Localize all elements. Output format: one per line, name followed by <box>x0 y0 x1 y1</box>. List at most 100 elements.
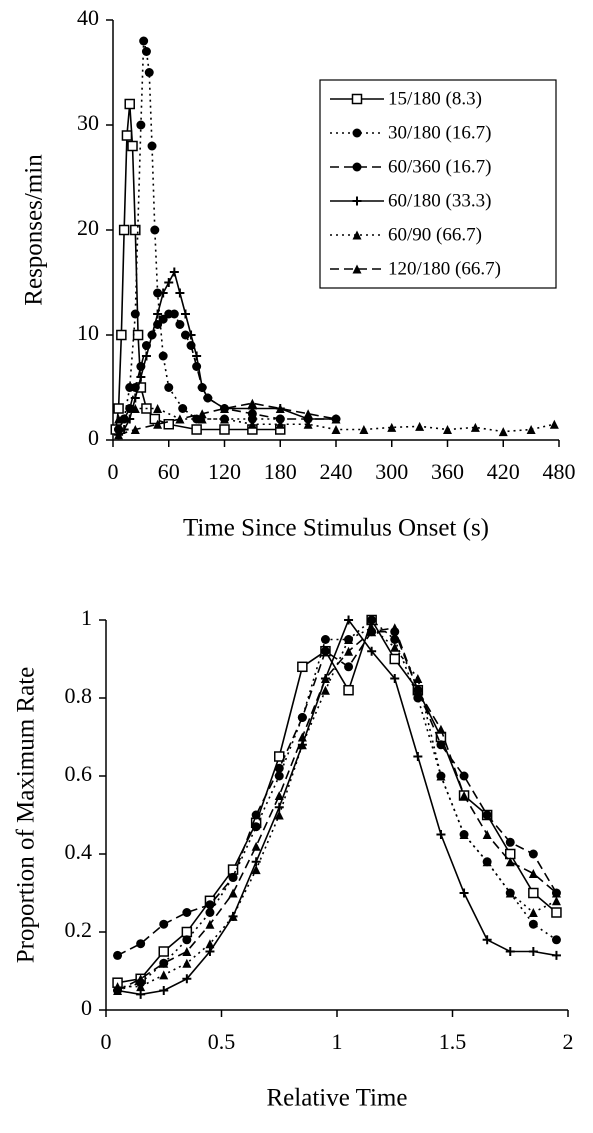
marker <box>470 422 480 432</box>
legend-marker <box>352 196 362 206</box>
marker <box>182 958 192 968</box>
legend-label: 60/90 (66.7) <box>388 224 482 245</box>
x-tick-label: 60 <box>158 459 180 484</box>
marker <box>113 950 123 960</box>
marker <box>274 791 284 800</box>
marker <box>205 900 215 910</box>
marker <box>526 425 536 434</box>
marker <box>528 919 538 929</box>
marker <box>459 888 469 898</box>
marker <box>320 635 330 644</box>
marker <box>159 958 169 968</box>
marker <box>113 403 124 414</box>
marker <box>181 926 193 938</box>
marker <box>443 425 452 434</box>
x-tick-label: 1 <box>332 1029 343 1054</box>
marker <box>247 419 257 429</box>
marker <box>228 911 238 921</box>
marker <box>147 141 157 151</box>
marker <box>159 986 169 995</box>
marker <box>505 837 515 847</box>
marker <box>197 414 207 424</box>
marker <box>505 888 515 898</box>
y-tick-label: 40 <box>77 5 99 30</box>
marker <box>203 393 213 403</box>
marker <box>482 857 492 867</box>
marker <box>114 430 124 440</box>
marker <box>180 309 190 319</box>
marker <box>159 919 169 929</box>
series-line <box>117 630 558 957</box>
marker <box>139 36 149 46</box>
series-line <box>118 269 336 436</box>
marker <box>459 830 469 839</box>
marker <box>124 98 135 110</box>
series-line <box>117 626 557 988</box>
x-tick-label: 2 <box>563 1029 574 1054</box>
marker <box>320 646 330 656</box>
marker <box>149 413 161 425</box>
x-tick-label: 480 <box>543 459 576 484</box>
marker <box>220 414 229 424</box>
marker <box>153 309 163 319</box>
legend-marker <box>352 162 362 172</box>
marker <box>528 849 538 859</box>
y-tick-label: 20 <box>77 215 99 240</box>
marker <box>205 947 215 956</box>
series-line <box>117 618 557 992</box>
x-tick-label: 360 <box>431 459 464 484</box>
legend-marker <box>352 264 362 274</box>
legend-label: 30/180 (16.7) <box>388 122 491 143</box>
marker <box>130 393 140 403</box>
marker <box>153 419 163 429</box>
marker <box>320 685 330 695</box>
series-line <box>117 626 557 992</box>
marker <box>144 68 154 77</box>
marker <box>197 409 207 419</box>
marker <box>331 414 341 424</box>
y-tick-label: 0 <box>88 425 99 450</box>
x-axis-label: Relative Time <box>267 1085 408 1112</box>
y-tick-label: 0.8 <box>65 683 93 708</box>
marker <box>390 623 400 633</box>
marker <box>175 414 185 424</box>
marker <box>164 383 174 392</box>
marker <box>169 267 179 277</box>
marker <box>297 732 307 742</box>
marker <box>136 939 146 949</box>
marker <box>205 919 215 929</box>
marker <box>116 329 127 341</box>
marker <box>220 404 229 413</box>
marker <box>182 935 192 945</box>
x-tick-label: 300 <box>375 459 408 484</box>
marker <box>153 404 163 413</box>
y-tick-label: 10 <box>77 320 99 345</box>
marker <box>303 409 313 419</box>
marker <box>175 288 185 298</box>
marker <box>344 635 354 644</box>
marker <box>390 635 400 644</box>
marker <box>367 646 377 656</box>
marker <box>205 939 215 949</box>
marker <box>136 372 146 382</box>
marker <box>130 404 140 413</box>
marker <box>320 674 330 683</box>
series-line <box>117 618 557 996</box>
marker <box>130 309 140 319</box>
marker <box>228 888 238 898</box>
marker <box>136 989 146 999</box>
marker <box>459 771 469 781</box>
marker <box>303 419 313 429</box>
marker <box>182 908 192 917</box>
marker <box>150 225 160 235</box>
marker <box>159 970 169 980</box>
marker <box>178 404 188 413</box>
marker <box>413 685 423 695</box>
y-axis-label: Proportion of Maximum Rate <box>13 667 40 964</box>
marker <box>551 888 561 898</box>
marker <box>297 740 307 750</box>
marker <box>389 653 400 665</box>
marker <box>153 288 163 298</box>
marker <box>331 425 341 434</box>
marker <box>175 320 185 329</box>
